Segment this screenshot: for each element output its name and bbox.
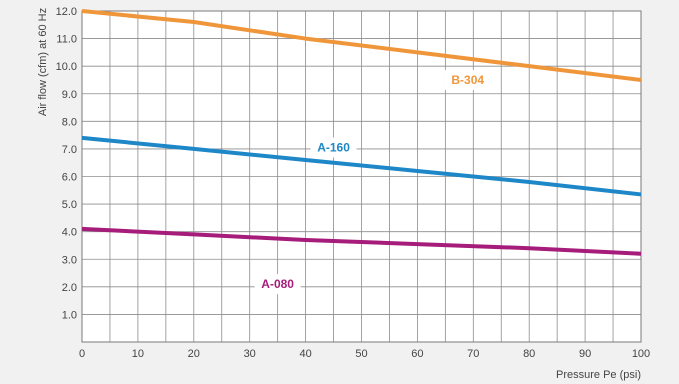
y-tick-label: 11.0 [56,34,77,46]
y-tick-label: 4.0 [62,227,77,239]
y-axis-title: Air flow (cfm) at 60 Hz [37,8,49,116]
grid-lines [81,10,642,343]
y-tick-label: 8.0 [62,116,77,128]
y-tick-label: 12.0 [56,6,77,18]
y-tick-label: 5.0 [62,199,77,211]
series-label-background [444,69,491,90]
x-tick-label: 20 [188,348,200,360]
y-tick-label: 9.0 [62,89,77,101]
series-label-background [310,137,357,158]
x-tick-label: 60 [411,348,423,360]
x-tick-label: 70 [467,348,479,360]
y-tick-label: 7.0 [62,144,77,156]
x-tick-label: 40 [299,348,311,360]
series-label-a-080: A-080 [261,277,294,291]
series-line-b-304 [81,9,642,82]
x-tick-label: 30 [244,348,256,360]
y-axis-ticks: 1.0 2.0 3.0 4.0 5.0 6.0 7.0 8.0 9.0 10.0 11.0 12.0 [56,6,77,321]
x-tick-label: 100 [632,348,650,360]
x-tick-label: 10 [132,348,144,360]
x-tick-label: 0 [79,348,85,360]
series-labels: B-304 A-160 A-080 [254,69,491,295]
series-label-a-160: A-160 [317,141,350,155]
x-tick-label: 80 [523,348,535,360]
series-line-a-080 [81,226,642,256]
series-line-a-160 [81,135,642,197]
x-axis-title: Pressure Pe (psi) [556,369,641,381]
y-tick-label: 1.0 [62,309,77,321]
x-tick-label: 50 [355,348,367,360]
series-lines [81,9,642,256]
y-tick-label: 2.0 [62,282,77,294]
series-label-b-304: B-304 [451,73,484,87]
x-tick-label: 90 [579,348,591,360]
y-tick-label: 10.0 [56,61,77,73]
y-tick-label: 6.0 [62,172,77,184]
x-axis-ticks: 0 10 20 30 40 50 60 70 80 90 100 [79,348,650,360]
series-label-background [254,274,301,295]
y-tick-label: 3.0 [62,254,77,266]
plot-frame [81,10,642,343]
